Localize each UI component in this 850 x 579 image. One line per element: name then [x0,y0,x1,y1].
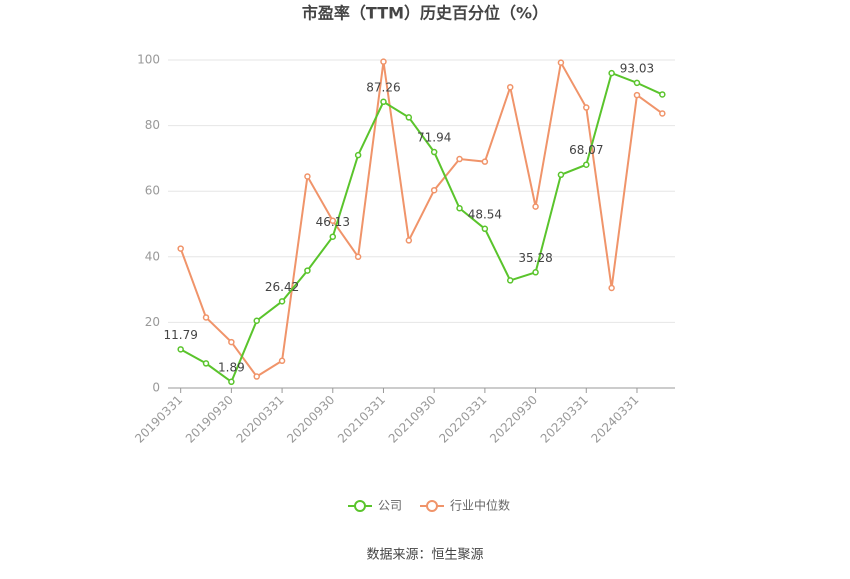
data-point [278,298,286,305]
data-point [304,173,311,180]
data-label: 46.13 [316,215,350,229]
x-tick-label: 20190331 [132,393,185,446]
data-point [278,357,286,365]
source-note: 数据来源：恒生聚源 [366,548,483,563]
y-tick-label: 100 [137,53,160,67]
data-point [532,269,539,276]
data-point [405,237,413,244]
legend-marker [354,500,366,512]
data-label: 93.03 [620,61,654,75]
data-point [506,277,514,284]
data-point [456,155,463,163]
data-point [405,114,413,121]
x-tick-label: 20240331 [588,393,641,446]
data-point [481,225,489,233]
data-point [532,203,539,210]
series-line [179,59,663,378]
data-point [202,314,210,321]
y-tick-label: 40 [145,249,160,263]
data-point [583,104,590,111]
x-tick-label: 20210331 [335,393,388,446]
series-line [180,71,663,384]
data-point [506,83,514,91]
data-label: 26.42 [265,280,299,294]
data-point [456,205,463,212]
data-point [557,171,565,179]
data-point [228,338,235,346]
data-point [177,346,184,353]
chart-title: 市盈率（TTM）历史百分位（%） [302,4,548,23]
data-point [380,58,387,65]
x-tick-label: 20210930 [386,393,439,446]
data-point [202,360,210,367]
data-label: 35.28 [518,251,552,265]
data-point [557,59,565,66]
data-point [354,253,362,261]
data-point [177,245,184,252]
x-tick-label: 20190930 [183,393,236,446]
legend-label: 公司 [378,499,402,513]
y-tick-label: 20 [145,315,160,329]
data-point [659,110,666,117]
data-label: 11.79 [163,328,197,342]
data-label: 68.07 [569,143,603,157]
data-point [633,91,641,99]
data-point [380,98,387,106]
x-tick-label: 20220331 [436,393,489,446]
data-point [633,79,641,87]
x-tick-label: 20200930 [284,393,337,446]
y-tick-label: 80 [145,118,160,132]
data-point [430,148,438,156]
y-tick-label: 60 [145,184,160,198]
data-point [253,373,260,380]
data-point [228,378,235,386]
y-tick-label: 0 [152,381,160,395]
data-point [659,91,666,98]
legend-marker [426,500,438,512]
data-point [430,186,438,194]
x-tick-label: 20200331 [234,393,287,446]
x-tick-label: 20220930 [487,393,540,446]
legend-label: 行业中位数 [450,498,510,513]
data-point [253,317,260,325]
data-point [481,158,489,165]
data-point [608,69,615,77]
data-point [608,284,615,292]
data-point [304,267,311,274]
data-point [329,217,337,224]
data-label: 1.89 [218,360,245,374]
data-point [354,151,362,159]
data-label: 71.94 [417,131,451,145]
data-label: 48.54 [468,207,502,221]
x-tick-label: 20230331 [538,393,591,446]
data-point [329,233,337,240]
data-point [583,161,590,168]
data-label: 87.26 [366,80,400,94]
